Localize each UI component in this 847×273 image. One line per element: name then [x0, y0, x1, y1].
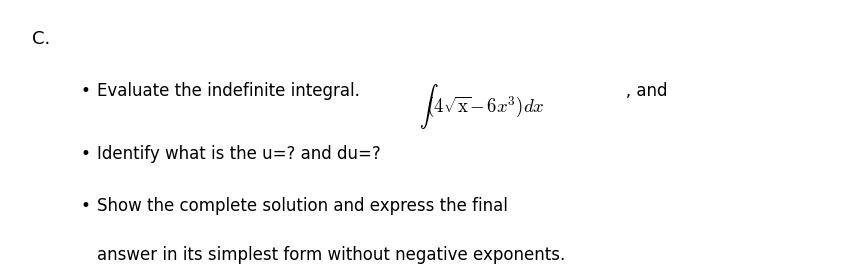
Text: Identify what is the u=? and du=?: Identify what is the u=? and du=? [97, 145, 381, 163]
Text: C.: C. [32, 30, 51, 48]
Text: •: • [80, 197, 91, 215]
Text: Evaluate the indefinite integral.: Evaluate the indefinite integral. [97, 82, 376, 100]
Text: answer in its simplest form without negative exponents.: answer in its simplest form without nega… [97, 246, 566, 264]
Text: •: • [80, 145, 91, 163]
Text: $\int\!(4\sqrt{\mathrm{x}}{-}\,6x^3)dx$: $\int\!(4\sqrt{\mathrm{x}}{-}\,6x^3)dx$ [419, 82, 545, 131]
Text: •: • [80, 82, 91, 100]
Text: Show the complete solution and express the final: Show the complete solution and express t… [97, 197, 508, 215]
Text: , and: , and [610, 82, 667, 100]
